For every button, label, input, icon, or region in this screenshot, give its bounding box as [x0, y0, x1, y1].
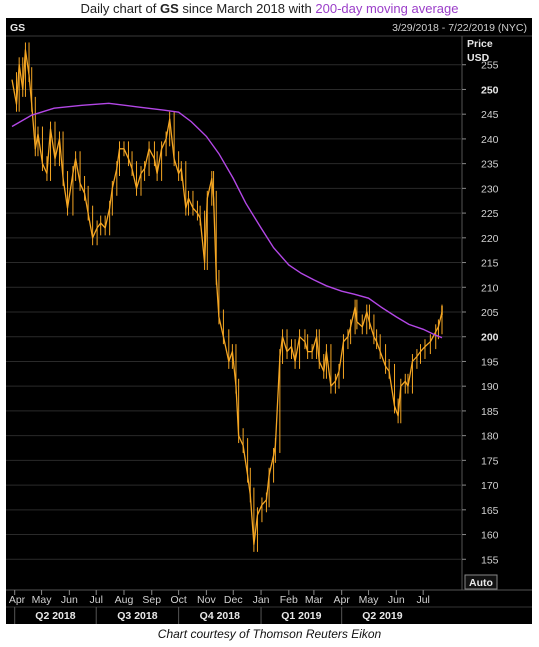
month-label-3: Jul	[89, 594, 102, 606]
month-label-9: Jan	[253, 594, 270, 606]
month-label-8: Dec	[224, 594, 243, 606]
month-label-12: Apr	[333, 594, 350, 606]
y-tick-label-240: 240	[481, 134, 499, 146]
month-label-10: Feb	[280, 594, 298, 606]
quarter-label-0: Q2 2018	[35, 610, 75, 622]
y-tick-label-220: 220	[481, 233, 499, 245]
title-prefix: Daily chart of	[80, 1, 160, 16]
month-label-1: May	[32, 594, 53, 606]
y-tick-label-160: 160	[481, 530, 499, 542]
month-label-13: May	[359, 594, 380, 606]
quarter-label-2: Q4 2018	[200, 610, 240, 622]
date-range-label: 3/29/2018 - 7/22/2019 (NYC)	[392, 22, 527, 34]
price-chart: GS 3/29/2018 - 7/22/2019 (NYC) Price USD…	[6, 22, 532, 624]
quarter-label-3: Q1 2019	[281, 610, 321, 622]
title-moving-average: 200-day moving average	[315, 1, 459, 16]
auto-scale-button-frame[interactable]	[464, 574, 498, 590]
y-tick-label-185: 185	[481, 406, 499, 418]
y-tick-label-225: 225	[481, 208, 499, 220]
y-tick-label-210: 210	[481, 282, 499, 294]
auto-scale-button[interactable]: Auto	[469, 577, 493, 589]
y-tick-label-170: 170	[481, 480, 499, 492]
y-tick-label-155: 155	[481, 554, 499, 566]
currency-label: USD	[467, 52, 490, 64]
y-tick-label-200: 200	[481, 332, 499, 344]
y-tick-label-255: 255	[481, 60, 499, 72]
series-layer	[11, 42, 443, 552]
y-tick-label-195: 195	[481, 356, 499, 368]
month-label-6: Oct	[170, 594, 186, 606]
quarter-label-1: Q3 2018	[117, 610, 157, 622]
y-axis-ticks: 155 160 165 170 175 180 185 190 195 200 205 210 215 2…	[481, 60, 499, 567]
y-tick-label-180: 180	[481, 431, 499, 443]
month-label-14: Jun	[388, 594, 405, 606]
y-tick-label-245: 245	[481, 109, 499, 121]
chart-panel: GS 3/29/2018 - 7/22/2019 (NYC) Price USD…	[6, 18, 532, 624]
y-tick-label-190: 190	[481, 381, 499, 393]
y-tick-label-165: 165	[481, 505, 499, 517]
grid-layer	[6, 35, 532, 624]
y-tick-label-230: 230	[481, 183, 499, 195]
price-series-line	[11, 49, 443, 546]
x-axis-ticks: Apr May Jun Jul Aug Sep Oct Nov Dec Jan Feb Mar Apr M…	[9, 594, 430, 622]
month-label-2: Jun	[61, 594, 78, 606]
price-axis-label: Price	[467, 38, 493, 50]
y-tick-label-235: 235	[481, 159, 499, 171]
month-label-5: Sep	[142, 594, 161, 606]
month-label-0: Apr	[9, 594, 26, 606]
chart-caption: Chart courtesy of Thomson Reuters Eikon	[157, 627, 382, 641]
month-label-7: Nov	[197, 594, 216, 606]
y-tick-label-205: 205	[481, 307, 499, 319]
moving-average-line	[11, 102, 443, 339]
y-tick-label-215: 215	[481, 258, 499, 270]
title-middle: since March 2018 with	[178, 1, 316, 16]
symbol-label: GS	[10, 22, 25, 34]
y-tick-label-250: 250	[481, 84, 499, 96]
y-tick-label-175: 175	[481, 455, 499, 467]
month-label-4: Aug	[115, 594, 134, 606]
month-label-11: Mar	[305, 594, 324, 606]
month-label-15: Jul	[416, 594, 429, 606]
title-ticker: GS	[160, 1, 179, 16]
chart-title: Daily chart of GS since March 2018 with …	[0, 0, 539, 18]
quarter-label-4: Q2 2019	[362, 610, 402, 622]
